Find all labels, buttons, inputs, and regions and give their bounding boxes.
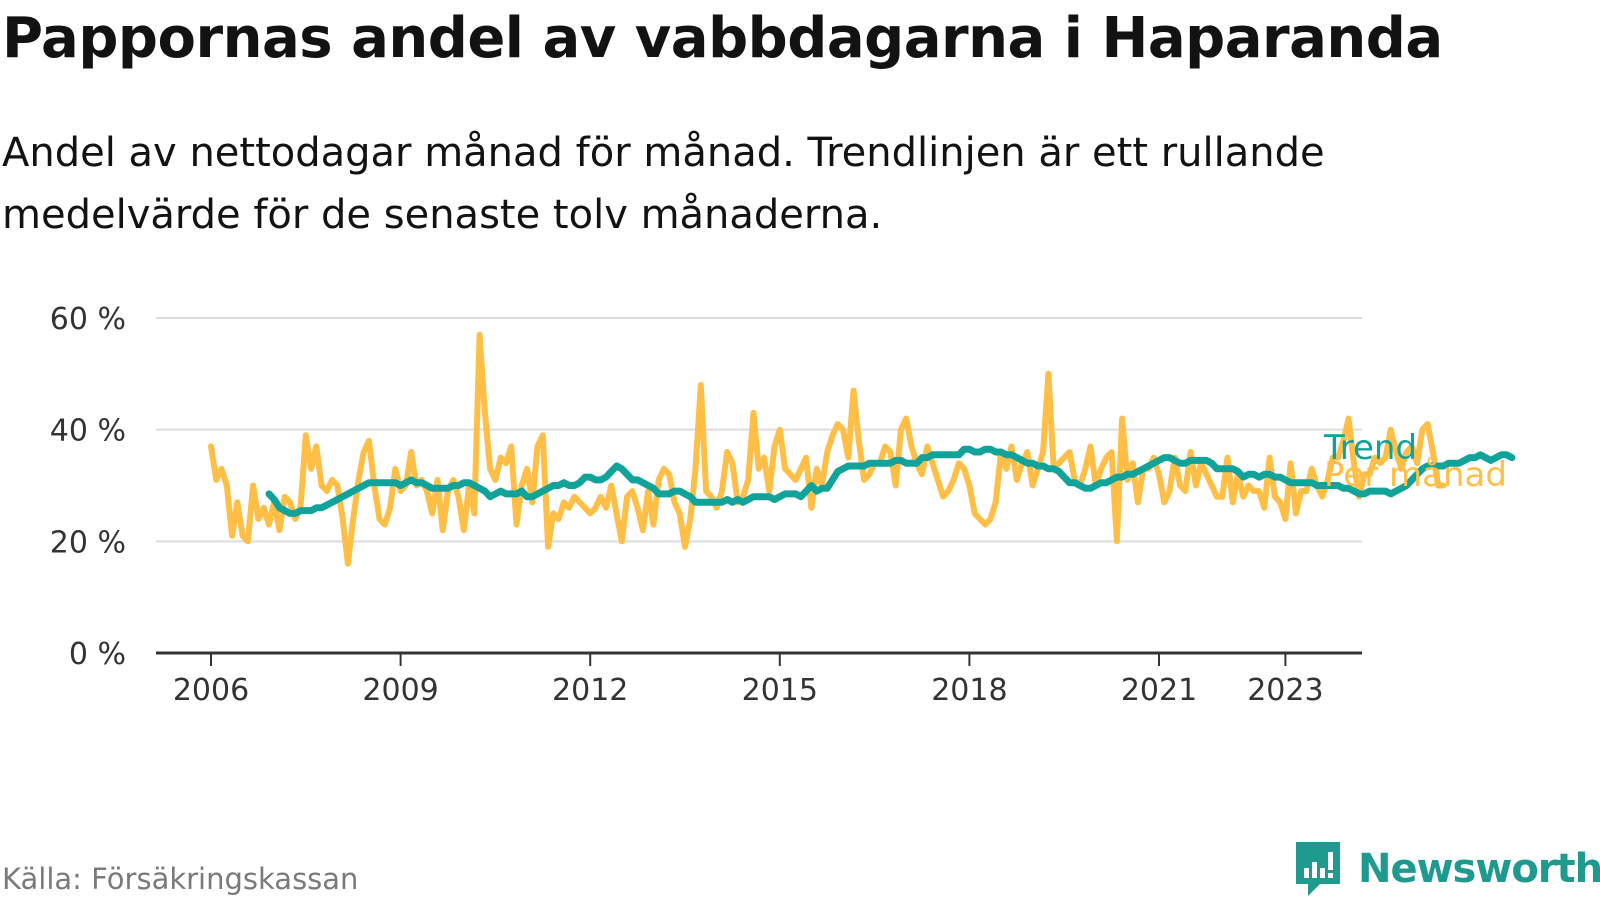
line-chart: 0 % 20 % 40 % 60 % 2006 2009 2012 2015 2018 2021… — [50, 302, 1516, 708]
chart-subtitle: Andel av nettodagar månad för månad. Tre… — [2, 130, 1325, 238]
chart-title: Pappornas andel av vabbdagarna i Haparan… — [2, 6, 1443, 71]
y-tick-label: 60 % — [50, 302, 126, 337]
series-line-per-manad — [208, 331, 1447, 567]
brand-name: Newsworthy — [1358, 846, 1600, 892]
source-note: Källa: Försäkringskassan — [2, 862, 359, 896]
label-trend: Trend — [1323, 428, 1417, 468]
series-line-trend — [265, 445, 1516, 517]
y-tick-label: 20 % — [50, 525, 126, 560]
y-axis-ticks: 0 % 20 % 40 % 60 % — [50, 302, 126, 672]
x-tick-label: 2015 — [742, 673, 818, 708]
series-lines — [208, 331, 1516, 567]
x-tick-label: 2006 — [173, 673, 249, 708]
x-tick-label: 2009 — [362, 673, 438, 708]
x-axis-ticks: 2006 2009 2012 2015 2018 2021 2023 — [173, 653, 1324, 708]
y-tick-label: 0 % — [69, 637, 126, 672]
grid-lines — [156, 317, 1362, 655]
x-tick-label: 2018 — [931, 673, 1007, 708]
x-tick-label: 2023 — [1247, 673, 1323, 708]
label-per-manad: Per månad — [1324, 455, 1507, 495]
newsworthy-logo: Newsworthy — [1292, 838, 1600, 900]
x-tick-label: 2021 — [1121, 673, 1197, 708]
chart-bubble-icon — [1296, 842, 1340, 896]
y-tick-label: 40 % — [50, 414, 126, 449]
x-tick-label: 2012 — [552, 673, 628, 708]
